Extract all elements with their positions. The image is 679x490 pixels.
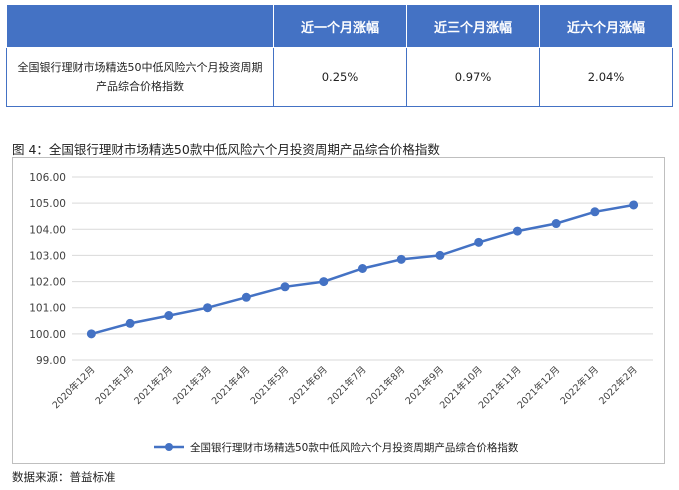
y-tick-label: 101.00 (29, 303, 66, 315)
data-point (86, 329, 96, 339)
summary-header-row: 近一个月涨幅 近三个月涨幅 近六个月涨幅 (6, 4, 673, 48)
y-tick-label: 100.00 (29, 329, 66, 341)
x-tick-label: 2020年12月 (50, 364, 98, 412)
data-point (125, 318, 135, 328)
x-tick-label: 2021年4月 (209, 364, 252, 407)
legend-marker (165, 443, 173, 451)
x-tick-label: 2021年6月 (287, 364, 330, 407)
x-tick-label: 2021年7月 (325, 364, 368, 407)
data-point (590, 207, 600, 217)
x-tick-label: 2021年8月 (364, 364, 407, 407)
data-point (396, 254, 406, 264)
x-tick-label: 2021年3月 (170, 364, 213, 407)
data-point (629, 200, 639, 210)
value-3m: 0.97% (406, 47, 540, 107)
header-6m: 近六个月涨幅 (539, 4, 673, 48)
header-3m: 近三个月涨幅 (406, 4, 540, 48)
x-tick-label: 2021年1月 (93, 364, 136, 407)
x-tick-label: 2021年2月 (132, 364, 175, 407)
line-chart: 99.00 100.00 101.00 102.00 103.00 104.00 105.0… (29, 172, 653, 454)
data-point (551, 219, 561, 229)
summary-row: 全国银行理财市场精选50中低风险六个月投资周期产品综合价格指数 0.25% 0.… (6, 47, 673, 107)
data-point (512, 226, 522, 236)
data-point (280, 282, 290, 292)
x-tick-label: 2021年5月 (248, 364, 291, 407)
x-tick-label: 2022年2月 (596, 364, 639, 407)
data-point (474, 237, 484, 247)
y-tick-label: 104.00 (29, 224, 66, 236)
y-tick-label: 99.00 (36, 355, 66, 367)
chart-frame (12, 157, 665, 464)
value-1m: 0.25% (273, 47, 407, 107)
data-point (241, 292, 251, 302)
data-point (164, 311, 174, 321)
data-source: 数据来源：普益标准 (12, 470, 116, 484)
legend-label: 全国银行理财市场精选50款中低风险六个月投资周期产品综合价格指数 (190, 441, 519, 454)
summary-table: 近一个月涨幅 近三个月涨幅 近六个月涨幅 全国银行理财市场精选50中低风险六个月… (6, 4, 673, 107)
y-tick-label: 102.00 (29, 277, 66, 289)
figure-title: 图 4：全国银行理财市场精选50款中低风险六个月投资周期产品综合价格指数 (12, 142, 440, 157)
y-tick-label: 103.00 (29, 250, 66, 262)
row-label: 全国银行理财市场精选50中低风险六个月投资周期产品综合价格指数 (6, 47, 274, 107)
header-1m: 近一个月涨幅 (273, 4, 407, 48)
data-point (435, 250, 445, 260)
y-tick-label: 106.00 (29, 172, 66, 184)
x-tick-label: 2022年1月 (558, 364, 601, 407)
data-point (358, 264, 367, 273)
y-tick-label: 105.00 (29, 198, 66, 210)
value-6m: 2.04% (539, 47, 673, 107)
summary-corner-cell (6, 4, 274, 48)
data-point (203, 303, 213, 313)
data-point (319, 277, 329, 287)
